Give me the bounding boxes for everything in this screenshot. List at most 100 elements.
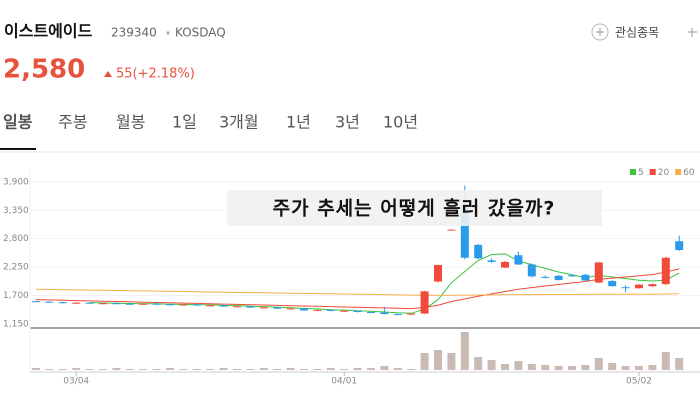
tab[interactable]: 3개월 — [219, 113, 259, 132]
volume-bar — [32, 368, 40, 370]
volume-bar — [313, 369, 322, 370]
candle-body — [246, 306, 255, 308]
volume-bar — [192, 369, 201, 370]
volume-bar — [85, 369, 94, 370]
tab[interactable]: 1년 — [286, 113, 311, 132]
plus-icon[interactable] — [688, 28, 697, 37]
volume-bar — [112, 368, 121, 370]
volume-bar — [99, 369, 107, 370]
stock-code: 239340 — [111, 26, 157, 40]
volume-bar — [179, 369, 188, 370]
volume-bar — [675, 358, 684, 370]
tab[interactable]: 10년 — [383, 113, 418, 132]
candle-body — [460, 205, 469, 258]
candle-body — [353, 310, 362, 312]
volume-bar — [367, 368, 375, 370]
watchlist-button[interactable]: 관심종목 — [591, 23, 659, 41]
candle-body — [112, 303, 121, 305]
up-triangle — [104, 71, 112, 77]
candle-body — [487, 260, 496, 262]
volume-bar — [393, 368, 402, 370]
candle-body — [393, 314, 402, 316]
y-tick-label: 3,350 — [3, 206, 29, 216]
volume-bar — [259, 368, 268, 370]
y-tick-label: 2,800 — [3, 234, 29, 244]
candle-body — [192, 304, 201, 306]
candle-body — [434, 265, 442, 282]
candle-body — [554, 275, 563, 280]
candle-body — [139, 303, 148, 305]
candle-body — [326, 309, 335, 311]
candle-body — [527, 264, 536, 277]
volume-bar — [594, 358, 603, 370]
volume-bar — [286, 368, 295, 370]
volume-bar — [380, 366, 389, 370]
candle-body — [367, 311, 375, 313]
candle-body — [594, 262, 603, 283]
candle-body — [125, 303, 134, 305]
watchlist-label[interactable]: 관심종목 — [615, 26, 659, 40]
tab[interactable]: 주봉 — [58, 113, 87, 132]
candle-body — [474, 244, 483, 259]
chart-title: 주가 추세는 어떻게 흘러 갔을까? — [273, 197, 556, 220]
candle-body — [72, 302, 81, 304]
volume-bar — [206, 369, 215, 370]
volume-bar — [125, 369, 134, 370]
legend-swatch — [675, 169, 682, 175]
price: 2,580 — [3, 55, 85, 85]
volume-bar — [447, 353, 456, 370]
candle-body — [661, 257, 670, 285]
separator-dot — [166, 31, 170, 35]
candle-body — [259, 307, 268, 309]
legend: 5 20 60 — [630, 168, 695, 178]
candle-body — [648, 284, 657, 287]
candle-body — [32, 301, 40, 303]
ma-line — [89, 253, 680, 314]
candle-body — [58, 302, 67, 304]
tab[interactable]: 1일 — [172, 113, 197, 132]
candle-body — [219, 305, 228, 307]
candle-body — [273, 307, 282, 309]
volume-bar — [326, 368, 335, 370]
volume-bar — [353, 368, 362, 370]
candle-body — [420, 291, 429, 314]
tab[interactable]: 3년 — [335, 113, 360, 132]
volume-bar — [407, 369, 416, 370]
legend-swatch — [630, 169, 636, 175]
candle-body — [380, 312, 389, 315]
candle-body — [45, 301, 54, 303]
tab[interactable]: 월봉 — [116, 113, 145, 132]
candle-body — [286, 308, 295, 310]
volume-bar — [581, 365, 590, 370]
volume-bar — [527, 364, 536, 370]
candle-body — [675, 241, 684, 251]
candle-body — [99, 303, 107, 305]
legend-label: 20 — [658, 168, 670, 178]
candle-body — [407, 313, 416, 315]
candle-body — [179, 304, 188, 306]
x-tick-label: 05/02 — [626, 377, 652, 387]
tab-underline — [0, 148, 36, 150]
volume-bar — [340, 369, 349, 370]
y-tick-label: 1,150 — [3, 319, 29, 329]
market: KOSDAQ — [175, 26, 226, 40]
volume-bar — [434, 350, 442, 370]
volume-bar — [300, 369, 308, 370]
volume-bar — [541, 365, 550, 370]
candle-body — [340, 310, 349, 312]
price-change: 55(+2.18%) — [116, 67, 195, 82]
candle-body — [621, 287, 630, 289]
plus-icon — [591, 23, 609, 41]
volume-bar — [554, 366, 563, 370]
tab[interactable]: 일봉 — [3, 113, 33, 132]
y-tick-label: 2,250 — [3, 263, 29, 273]
y-tick-label: 1,700 — [3, 291, 29, 301]
volume-bar — [273, 369, 282, 370]
candle-body — [300, 308, 308, 311]
candle-body — [233, 306, 241, 308]
candle-body — [608, 281, 617, 287]
candle-body — [501, 261, 509, 268]
candle-body — [85, 302, 94, 304]
volume-bar — [72, 368, 81, 370]
volume-bar — [487, 360, 496, 370]
